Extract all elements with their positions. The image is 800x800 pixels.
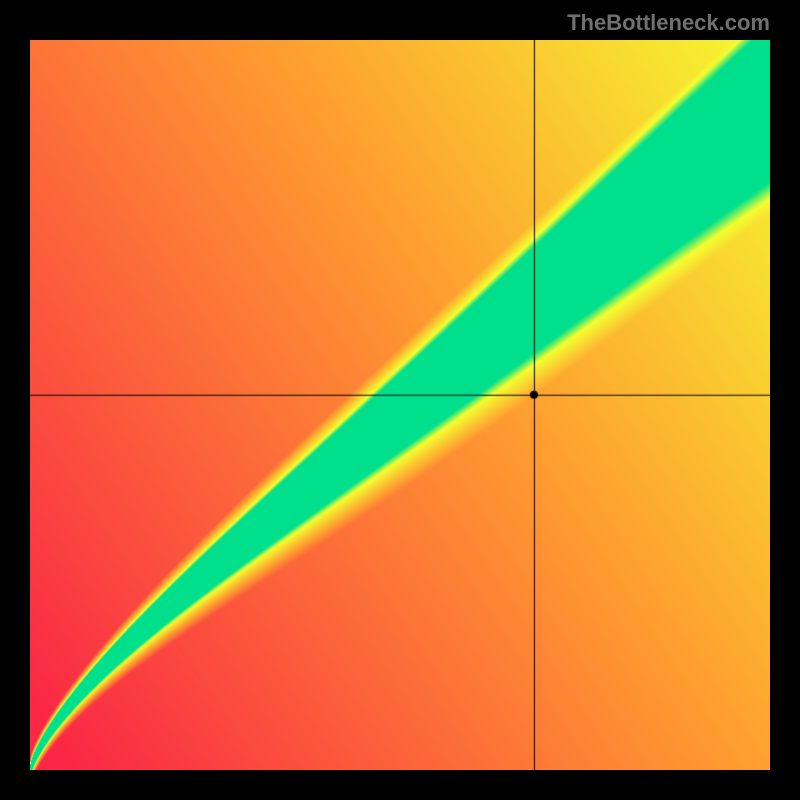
heatmap-canvas	[30, 40, 770, 770]
watermark-text: TheBottleneck.com	[567, 10, 770, 36]
heatmap-plot	[30, 40, 770, 770]
